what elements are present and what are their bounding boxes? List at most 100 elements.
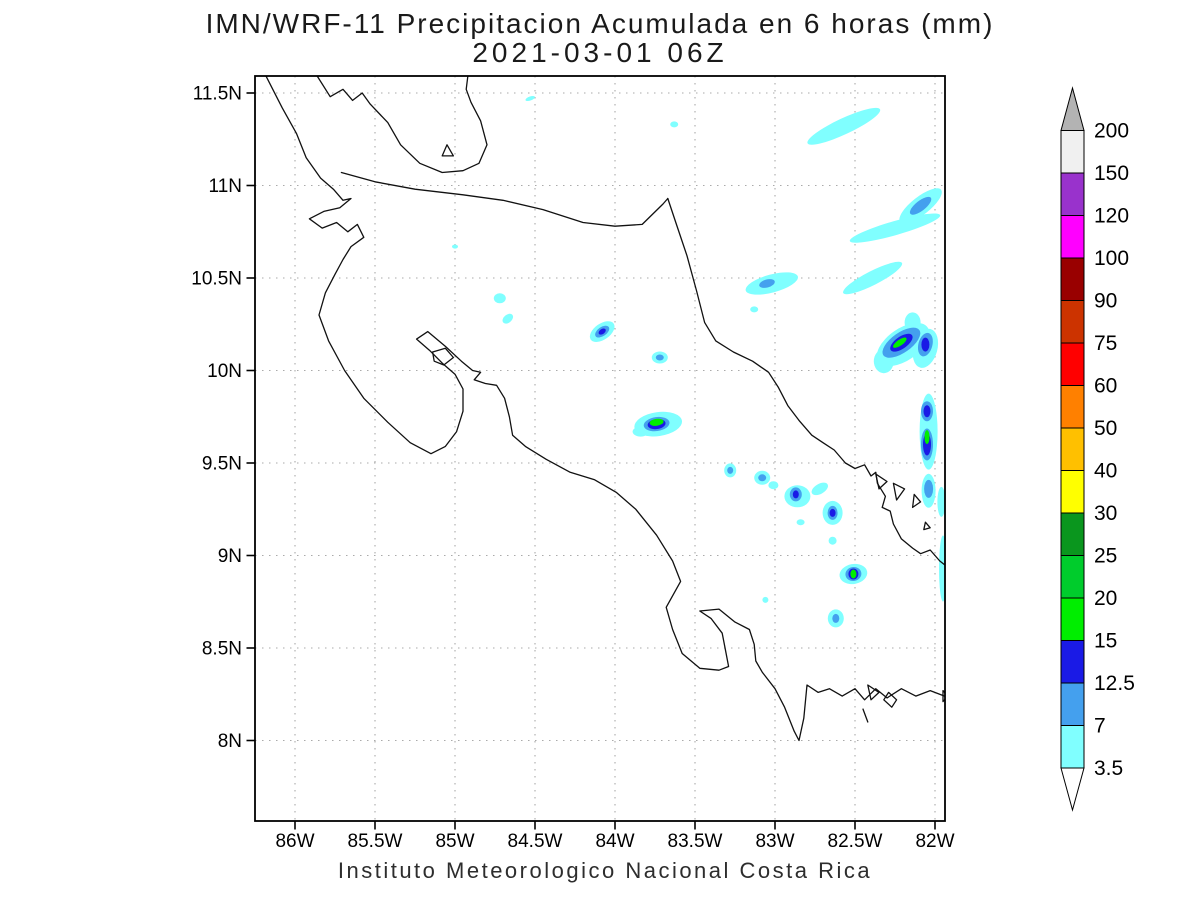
- colorbar-segment: [1060, 172, 1085, 216]
- island-outline: [923, 521, 931, 531]
- precip-blob-l2: [758, 474, 767, 482]
- precip-blob-l4: [850, 569, 857, 579]
- precip-blobs: [452, 95, 945, 628]
- precip-blob-l1: [525, 95, 535, 102]
- colorbar-label: 3.5: [1094, 757, 1123, 780]
- precip-blob-l1: [452, 244, 458, 249]
- precip-blob-l1: [904, 312, 921, 333]
- island-outline: [883, 691, 898, 708]
- lake-nicaragua-shore: [316, 76, 488, 174]
- precip-blob-l3: [921, 337, 930, 352]
- colorbar-label: 200: [1094, 120, 1129, 143]
- precip-blob-l1: [632, 426, 649, 437]
- precip-blob-l1: [750, 306, 759, 313]
- colorbar-segment: [1060, 342, 1085, 386]
- precip-blob-l1: [939, 535, 945, 602]
- lon-tick-label: 82W: [915, 831, 954, 852]
- lon-tick-label: 82.5W: [828, 831, 883, 852]
- precip-blob-l4: [649, 418, 664, 426]
- colorbar-label: 7: [1094, 715, 1106, 738]
- colorbar-label: 15: [1094, 630, 1117, 653]
- lat-tick-label: 11.5N: [193, 84, 242, 105]
- lon-tick-label: 86W: [275, 831, 314, 852]
- island-outline: [431, 347, 455, 366]
- colorbar-segment: [1060, 682, 1085, 726]
- coast-detail-line: [862, 708, 869, 723]
- precip-blob-l2: [655, 354, 664, 361]
- colorbar-label: 75: [1094, 332, 1117, 355]
- precip-blob-l3: [923, 405, 931, 418]
- lat-tick-label: 8.5N: [202, 639, 242, 660]
- colorbar-segment: [1060, 130, 1085, 174]
- precip-blob-l1: [807, 107, 881, 145]
- colorbar-segment: [1060, 427, 1085, 471]
- precip-blob-l4: [924, 430, 930, 445]
- coastlines: [265, 76, 945, 742]
- axis-ticks: [246, 92, 936, 830]
- colorbar-label: 90: [1094, 290, 1117, 313]
- lon-tick-label: 84W: [595, 831, 634, 852]
- colorbar-segment: [1060, 300, 1085, 344]
- map-frame: [254, 75, 946, 822]
- colorbar: 200 150 120 100 90 75 60 50 40 30 25 20 15 12.5 7 3.5: [1060, 86, 1135, 812]
- colorbar-under-arrow: [1060, 767, 1085, 812]
- island-outline: [911, 493, 922, 509]
- colorbar-label: 60: [1094, 375, 1117, 398]
- precip-blob-l3: [829, 508, 836, 517]
- precip-blob-l2: [924, 479, 934, 498]
- colorbar-segment: [1060, 555, 1085, 599]
- colorbar-label: 50: [1094, 417, 1117, 440]
- colorbar-over-arrow: [1060, 86, 1085, 131]
- precip-blob-l1: [768, 481, 779, 490]
- colorbar-segment: [1060, 215, 1085, 259]
- colorbar-label: 40: [1094, 460, 1117, 483]
- precip-blob-l2: [727, 466, 734, 474]
- precip-blob-l1: [493, 293, 506, 304]
- lat-tick-label: 10N: [207, 361, 242, 382]
- precip-blob-l1: [796, 519, 805, 526]
- precip-blob-l1: [843, 261, 903, 295]
- lon-tick-label: 83.5W: [668, 831, 723, 852]
- precip-blob-l1: [811, 482, 828, 496]
- colorbar-segment: [1060, 470, 1085, 514]
- caribbean-coastline: [667, 197, 945, 566]
- map-footer: Instituto Meteorologico Nacional Costa R…: [337, 858, 873, 883]
- precip-blob-l2: [832, 613, 840, 623]
- precip-blob-l2: [909, 196, 932, 215]
- colorbar-label: 150: [1094, 162, 1129, 185]
- precip-blob-l2: [759, 279, 775, 288]
- san-juan-river-border: [340, 171, 669, 227]
- colorbar-label: 30: [1094, 502, 1117, 525]
- lat-tick-label: 10.5N: [191, 269, 242, 290]
- precip-blob-l3: [598, 328, 606, 335]
- lon-tick-label: 85W: [435, 831, 474, 852]
- precip-blob-l1: [849, 213, 941, 243]
- colorbar-segment: [1060, 597, 1085, 641]
- island-outline: [441, 144, 455, 157]
- pacific-coastline: [265, 76, 945, 742]
- lat-tick-label: 8N: [218, 731, 242, 752]
- lon-tick-label: 83W: [755, 831, 794, 852]
- axis-labels: 11.5N 11N 10.5N 10N 9.5N 9N 8.5N 8N 86W 85.5W 85W 8…: [191, 84, 954, 853]
- colorbar-segment: [1060, 725, 1085, 769]
- precip-blob-l1: [502, 313, 514, 324]
- island-outline: [942, 689, 945, 703]
- lat-tick-label: 9.5N: [202, 454, 242, 475]
- precip-blob-l3: [792, 490, 799, 499]
- precip-blob-l1: [828, 536, 837, 545]
- colorbar-label: 25: [1094, 545, 1117, 568]
- colorbar-label: 100: [1094, 247, 1129, 270]
- colorbar-segment: [1060, 512, 1085, 556]
- lon-tick-label: 84.5W: [508, 831, 563, 852]
- island-outline: [892, 482, 906, 501]
- lat-tick-label: 9N: [218, 546, 242, 567]
- page-title: IMN/WRF-11 Precipitacion Acumulada en 6 …: [205, 8, 995, 39]
- colorbar-label: 12.5: [1094, 672, 1135, 695]
- colorbar-segment: [1060, 640, 1085, 684]
- colorbar-segment: [1060, 257, 1085, 301]
- colorbar-label: 20: [1094, 587, 1117, 610]
- island-outline: [867, 684, 880, 701]
- colorbar-segment: [1060, 385, 1085, 429]
- precip-blob-l1: [670, 121, 679, 128]
